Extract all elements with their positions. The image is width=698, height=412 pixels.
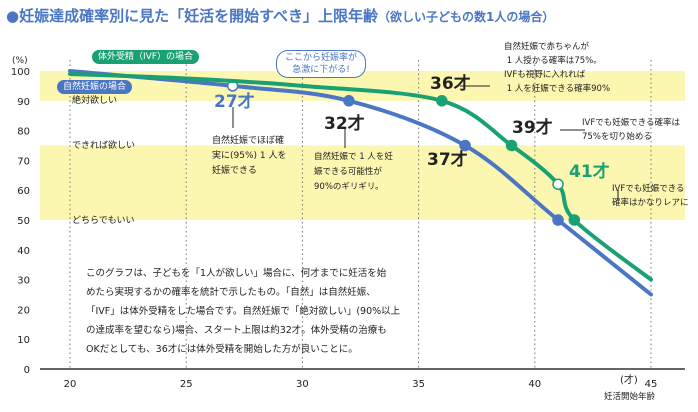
data-point: [505, 139, 518, 152]
note-27: 自然妊娠でほぼ確 実に(95%) 1 人を 妊娠できる: [212, 136, 287, 176]
y-tick-label: 60: [17, 186, 30, 197]
y-tick-label: 80: [17, 127, 30, 138]
legend-natural: 自然妊娠の場合: [57, 80, 133, 94]
note-32: 自然妊娠で 1 人を妊 娠できる可能性が 90%のギリギリ。: [314, 152, 393, 192]
y-tick-label: 30: [17, 276, 30, 287]
y-unit: (%): [12, 56, 28, 66]
explanation-text: このグラフは、子どもを「1人が欲しい」場合に、何才までに妊活を始 めたら実現する…: [86, 268, 401, 355]
band-1: [40, 145, 685, 220]
x-tick-label: 30: [296, 379, 309, 390]
chart-title: ●妊娠達成確率別に見た「妊活を開始すべき」上限年齢（欲しい子どもの数1人の場合）: [6, 6, 554, 27]
y-tick-label: 70: [17, 156, 30, 167]
data-point: [436, 95, 448, 107]
label-32: 32才: [324, 114, 365, 134]
band-label-75: できれば欲しい: [72, 141, 136, 151]
label-39: 39才: [512, 118, 553, 138]
x-tick-label: 25: [180, 379, 193, 390]
data-point: [343, 95, 355, 107]
band-label-50: どちらでもいい: [72, 216, 135, 226]
note-36: 自然妊娠で赤ちゃんが 1 人授かる確率は75%。 IVFも視野に入れれば 1 人…: [504, 42, 611, 94]
label-41: 41才: [569, 162, 610, 182]
y-tick-label: 50: [17, 216, 30, 227]
label-27: 27才: [214, 92, 255, 112]
subtitle-text: （欲しい子どもの数1人の場合）: [378, 10, 555, 24]
band-label-90: 絶対欲しい: [72, 96, 118, 106]
y-tick-label: 0: [24, 365, 30, 376]
legend-ivf: 体外受精（IVF）の場合: [92, 50, 199, 64]
y-tick-label: 10: [17, 335, 30, 346]
note-41: IVFでも妊娠できる 確率はかなりレアに: [612, 184, 689, 208]
data-point: [459, 139, 471, 152]
note-39: IVFでも妊娠できる確率は 75%を切り始める: [582, 118, 681, 142]
x-unit: (才): [620, 375, 638, 386]
y-tick-label: 20: [17, 305, 30, 316]
data-point: [552, 178, 564, 190]
title-text: ●妊娠達成確率別に見た「妊活を開始すべき」上限年齢: [6, 7, 379, 25]
y-tick-label: 100: [11, 67, 30, 78]
callout-bubble: ここから妊娠率が 急激に下がる!: [276, 50, 367, 78]
data-point: [568, 214, 581, 226]
x-tick-label: 40: [528, 379, 541, 390]
series-line-1: [68, 71, 653, 282]
data-point: [552, 214, 564, 226]
x-tick-label: 45: [645, 379, 658, 390]
y-tick-label: 40: [17, 246, 30, 257]
label-36: 36才: [430, 74, 471, 94]
x-tick-label: 20: [64, 379, 77, 390]
label-37: 37才: [427, 150, 468, 170]
series-line-0: [68, 69, 653, 297]
x-tick-label: 35: [412, 379, 425, 390]
y-tick-label: 90: [17, 97, 30, 108]
x-axis-label: 妊活開始年齢: [604, 392, 656, 402]
